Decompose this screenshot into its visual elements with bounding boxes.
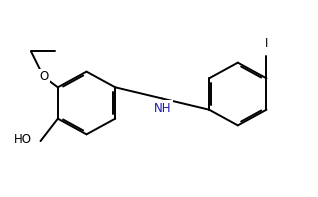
Text: HO: HO [14, 133, 32, 146]
Text: O: O [39, 70, 48, 83]
Text: NH: NH [153, 102, 171, 115]
Text: I: I [265, 37, 268, 50]
